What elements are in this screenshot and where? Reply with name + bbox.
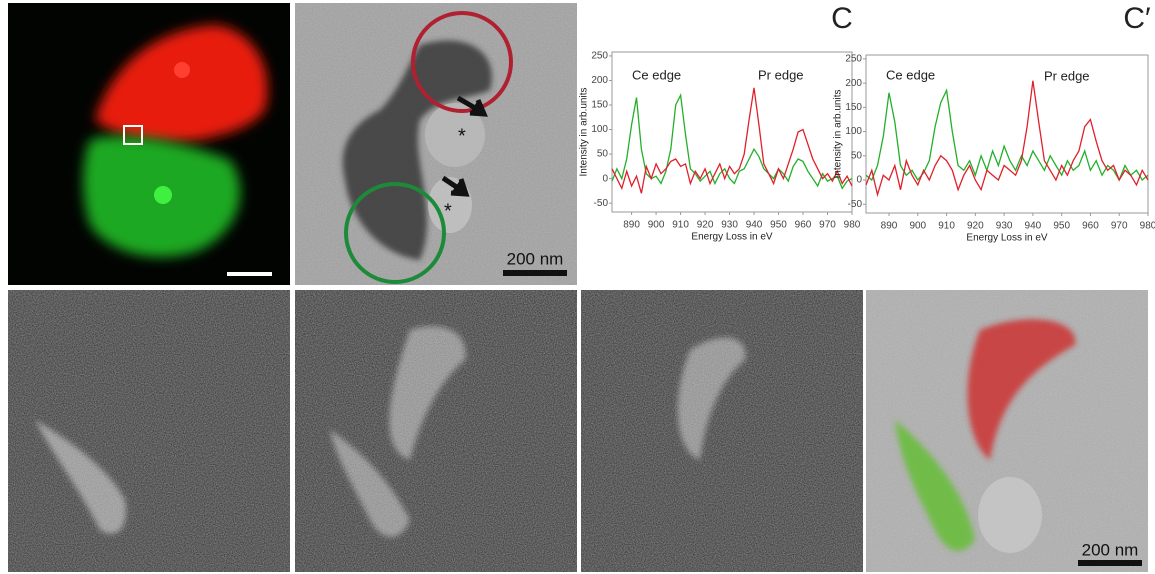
x-tick-label: 890 <box>623 220 640 231</box>
annotation: Pr edge <box>1044 68 1090 83</box>
panel-label: C <box>831 2 853 35</box>
y-tick-label: 250 <box>845 54 862 65</box>
x-tick-label: 920 <box>967 221 984 232</box>
y-tick-label: 0 <box>602 173 608 184</box>
annotation: Ce edge <box>886 67 935 82</box>
fluorescence-panel <box>8 3 290 285</box>
y-tick-label: 150 <box>845 102 862 113</box>
x-tick-label: 970 <box>1111 221 1128 232</box>
x-tick-label: 900 <box>909 221 926 232</box>
annotation: Pr edge <box>758 67 804 82</box>
x-tick-label: 890 <box>881 221 898 232</box>
asterisk: * <box>444 200 452 222</box>
x-tick-label: 980 <box>1140 221 1155 232</box>
elemental-maps: 200 nm <box>8 290 1148 572</box>
annotation: Ce edge <box>632 67 681 82</box>
x-tick-label: 980 <box>844 220 861 231</box>
y-tick-label: -50 <box>848 199 863 210</box>
y-tick-label: 0 <box>856 175 862 186</box>
x-axis-label: Energy Loss in eV <box>691 232 772 243</box>
x-tick-label: 940 <box>1025 221 1042 232</box>
y-tick-label: 200 <box>591 75 608 86</box>
x-tick-label: 940 <box>746 220 763 231</box>
series-line <box>865 80 1149 198</box>
x-tick-label: 920 <box>697 220 714 231</box>
asterisk: * <box>458 125 466 147</box>
x-tick-label: 910 <box>672 220 689 231</box>
x-tick-label: 960 <box>1082 221 1099 232</box>
series-line <box>865 88 1149 182</box>
x-tick-label: 930 <box>996 221 1013 232</box>
y-axis-label: Intensity in arb.units <box>833 90 844 179</box>
y-tick-label: -50 <box>594 198 609 209</box>
x-tick-label: 970 <box>819 220 836 231</box>
y-tick-label: 200 <box>845 78 862 89</box>
x-tick-label: 930 <box>721 220 738 231</box>
scale-bar-label: 200 nm <box>1082 540 1139 559</box>
y-axis-label: Intensity in arb.units <box>579 88 590 177</box>
x-tick-label: 910 <box>938 221 955 232</box>
y-tick-label: 100 <box>591 124 608 135</box>
y-tick-label: 50 <box>597 149 609 160</box>
y-tick-label: 150 <box>591 100 608 111</box>
x-tick-label: 950 <box>1053 221 1070 232</box>
plot-frame <box>865 54 1149 214</box>
scale-bar-label: 200 nm <box>507 249 564 268</box>
plot-frame <box>611 51 853 213</box>
charts: -50 0 50 100 150 200 250 890 900 910 920 930 940 950 9… <box>579 2 1155 244</box>
em-panel: * * 200 nm <box>295 3 577 285</box>
x-tick-label: 960 <box>795 220 812 231</box>
y-tick-label: 50 <box>851 150 863 161</box>
x-axis-label: Energy Loss in eV <box>966 233 1047 244</box>
series-line <box>611 87 853 194</box>
x-tick-label: 950 <box>770 220 787 231</box>
panel-label: C′ <box>1123 2 1151 35</box>
y-tick-label: 250 <box>591 51 608 62</box>
x-tick-label: 900 <box>648 220 665 231</box>
y-tick-label: 100 <box>845 126 862 137</box>
